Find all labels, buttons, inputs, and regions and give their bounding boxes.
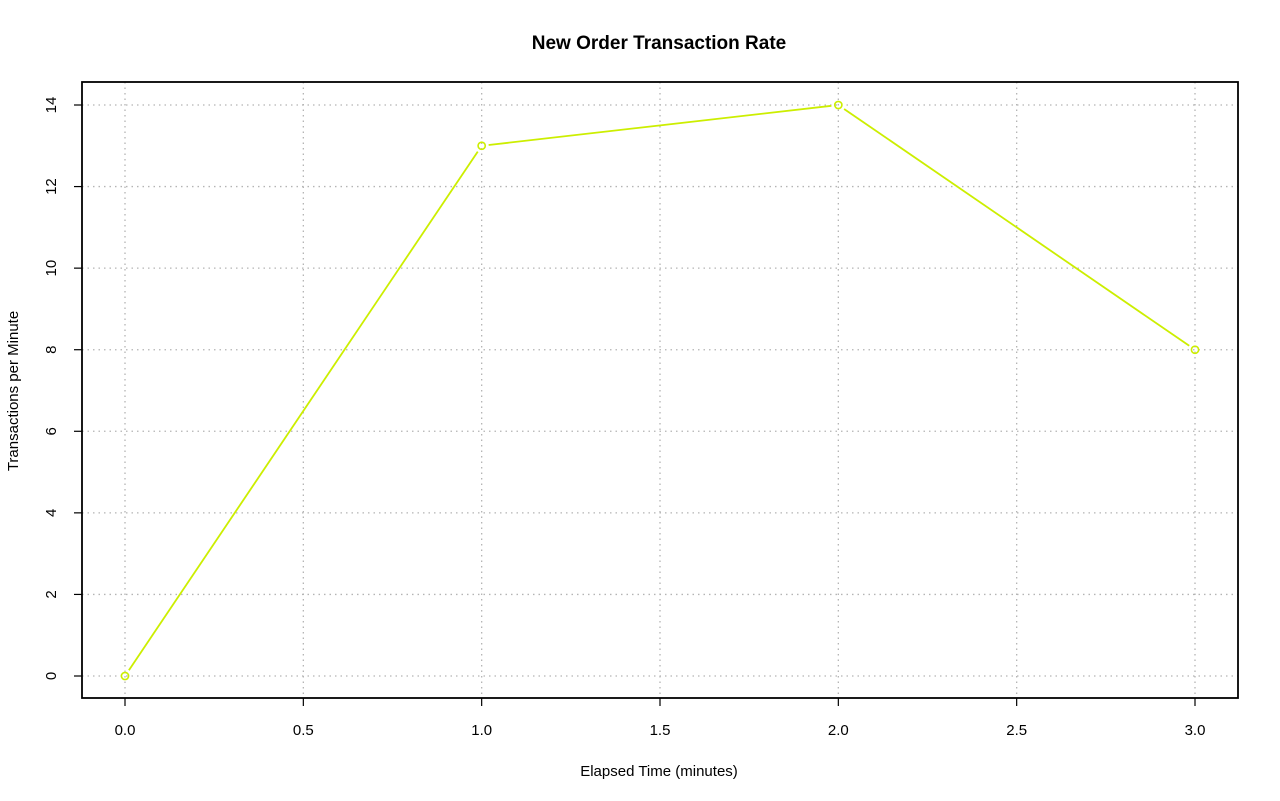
chart-title: New Order Transaction Rate xyxy=(532,33,786,54)
y-tick-label: 10 xyxy=(43,260,60,277)
y-tick-label: 14 xyxy=(43,97,60,114)
x-tick-label: 0.0 xyxy=(115,722,136,739)
series-layer xyxy=(120,100,1200,681)
x-tick-label: 0.5 xyxy=(293,722,314,739)
y-tick-label: 12 xyxy=(43,178,60,195)
series-line-segment xyxy=(843,108,1190,347)
data-point xyxy=(477,141,487,151)
x-tick-label: 3.0 xyxy=(1185,722,1206,739)
x-tick-label: 1.5 xyxy=(650,722,671,739)
y-axis-label: Transactions per Minute xyxy=(5,311,22,471)
y-tick-label: 6 xyxy=(43,427,60,435)
x-tick-label: 2.0 xyxy=(828,722,849,739)
series-line-segment xyxy=(488,104,832,146)
x-axis-label: Elapsed Time (minutes) xyxy=(580,763,738,780)
data-point xyxy=(1190,345,1200,355)
x-axis: 0.0 0.5 1.0 1.5 2.0 2.5 3.0 xyxy=(115,698,1206,739)
series-line-segment xyxy=(128,151,479,671)
y-tick-label: 2 xyxy=(43,590,60,598)
x-tick-label: 1.0 xyxy=(471,722,492,739)
x-tick-label: 2.5 xyxy=(1006,722,1027,739)
y-axis: 0 2 4 6 8 10 12 14 xyxy=(43,97,82,680)
data-point xyxy=(833,100,843,110)
grid-layer xyxy=(82,82,1238,698)
y-tick-label: 4 xyxy=(43,509,60,517)
data-point xyxy=(120,671,130,681)
y-tick-label: 8 xyxy=(43,346,60,354)
y-tick-label: 0 xyxy=(43,672,60,680)
